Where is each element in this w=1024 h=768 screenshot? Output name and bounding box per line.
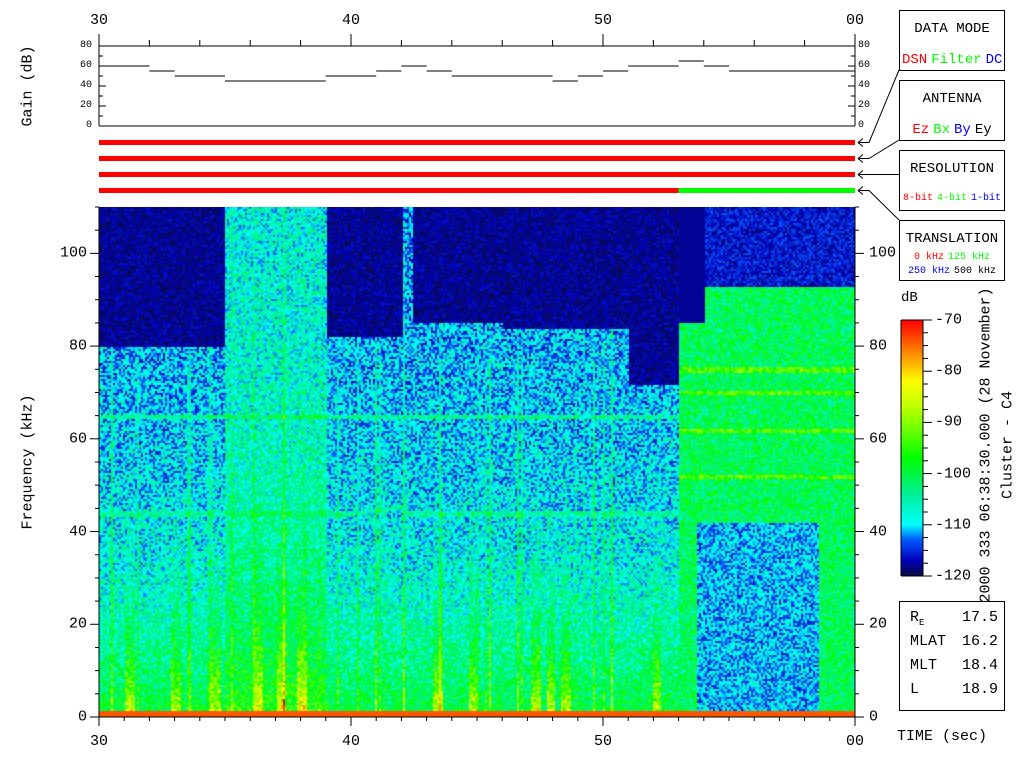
gain-axis-label: Gain (dB) [19, 45, 37, 127]
resolution-bar [678, 188, 855, 193]
translation-bar [99, 172, 855, 177]
orbit-row: MLT 18.4 [910, 657, 998, 674]
spacecraft-label: Cluster - C4 [999, 390, 1017, 500]
translation-title: TRANSLATION [905, 231, 999, 247]
colorbar-tick-label: -70 [935, 311, 963, 329]
arrow-icon [857, 190, 864, 195]
freq-tick-label-right: 60 [869, 430, 888, 448]
orbit-row: RE 17.5 [910, 609, 998, 628]
resolution-legend-item: 1-bit [971, 193, 1002, 204]
freq-tick-label: 60 [68, 430, 87, 448]
arrow-icon [857, 158, 864, 163]
resolution-title: RESOLUTION [909, 161, 994, 177]
resolution-legend-item: 4-bit [936, 193, 967, 204]
orbit-label: MLT [910, 657, 938, 674]
colorbar [901, 320, 923, 576]
freq-tick-label-right: 80 [869, 337, 888, 355]
gain-y-tick-label: 80 [79, 40, 92, 51]
orbit-value: 16.2 [961, 633, 998, 650]
arrow-icon [857, 138, 864, 143]
orbit-label: MLAT [910, 633, 947, 650]
antenna-legend-item: By [954, 122, 971, 138]
colorbar-tick-label: -100 [935, 465, 972, 483]
gain-y-tick-label: 60 [79, 60, 92, 71]
resolution-bar [99, 188, 679, 193]
antenna-legend-item: Bx [933, 122, 950, 138]
gain-y-tick-label: 40 [79, 80, 92, 91]
gain-y-tick-label: 20 [79, 100, 92, 111]
antenna-legend-item: Ey [974, 122, 992, 138]
orbit-label: R [910, 609, 920, 626]
connector-antenna [868, 139, 900, 159]
freq-tick-label-right: 100 [869, 244, 897, 262]
antenna-legend-item: Ez [912, 122, 930, 138]
connector-translation [868, 190, 900, 221]
time-tick-label: 30 [89, 733, 109, 750]
timestamp-label: 2000 333 06:38:30.000 (28 November) [977, 287, 995, 603]
colorbar-tick-label: -120 [935, 567, 972, 585]
translation-legend-item: 250 kHz [907, 266, 950, 277]
orbit-value: 18.9 [961, 681, 998, 698]
orbit-value: 17.5 [961, 609, 998, 626]
antenna-bar [99, 156, 855, 161]
freq-tick-label: 100 [59, 244, 87, 262]
gain-y-tick-label: 0 [85, 120, 92, 131]
data_mode-legend-item: Filter [931, 52, 982, 68]
freq-tick-label: 20 [68, 615, 87, 633]
gain-y-tick-label-right: 0 [858, 120, 865, 131]
orbit-info-panel: RE 17.5 MLAT 16.2 MLT 18.4 L 18.9 [899, 601, 1005, 711]
gain-y-tick-label-right: 40 [858, 80, 871, 91]
time-tick-label: 00 [845, 733, 865, 750]
gain-y-tick-label-right: 80 [858, 40, 871, 51]
freq-tick-label: 40 [68, 523, 87, 541]
colorbar-tick-label: -90 [935, 413, 963, 431]
data-mode-legend: DATA MODE DSN Filter DC [899, 10, 1005, 71]
colorbar-tick-label: -80 [935, 362, 963, 380]
arrow-icon [857, 186, 864, 191]
translation-legend-item: 0 kHz [913, 252, 944, 263]
arrow-icon [857, 174, 864, 179]
data-mode-title: DATA MODE [914, 21, 990, 37]
freq-tick-label: 0 [77, 708, 87, 726]
colorbar-tick-label: -110 [935, 516, 972, 534]
spectrogram-heatmap [99, 207, 855, 717]
antenna-title: ANTENNA [922, 91, 982, 107]
orbit-value: 18.4 [961, 657, 998, 674]
freq-tick-label-right: 0 [869, 708, 879, 726]
top-time-tick-label: 50 [593, 12, 613, 29]
time-tick-label: 50 [593, 733, 613, 750]
arrow-icon [857, 142, 864, 147]
top-time-tick-label: 30 [89, 12, 109, 29]
orbit-row: L 18.9 [910, 681, 998, 698]
resolution-legend: RESOLUTION 8-bit 4-bit 1-bit [899, 150, 1005, 211]
resolution-legend-item: 8-bit [902, 193, 933, 204]
orbit-label-subscript: E [919, 618, 925, 628]
orbit-row: MLAT 16.2 [910, 633, 998, 650]
data_mode-legend-item: DC [985, 52, 1003, 68]
translation-legend: TRANSLATION 0 kHz 125 kHz 250 kHz 500 kHz [899, 220, 1005, 281]
orbit-label: L [910, 681, 920, 698]
frequency-axis-label: Frequency (kHz) [19, 394, 37, 530]
top-time-tick-label: 40 [341, 12, 361, 29]
arrow-icon [857, 170, 864, 175]
colorbar-unit: dB [901, 290, 918, 306]
translation-legend-item: 125 kHz [948, 252, 991, 263]
top-time-tick-label: 00 [845, 12, 865, 29]
gain-y-tick-label-right: 20 [858, 100, 871, 111]
data_mode-legend-item: DSN [902, 52, 928, 68]
time-axis-label: TIME (sec) [897, 728, 988, 745]
gain-y-tick-label-right: 60 [858, 60, 871, 71]
freq-tick-label-right: 40 [869, 523, 888, 541]
arrow-icon [857, 154, 864, 159]
time-tick-label: 40 [341, 733, 361, 750]
freq-tick-label: 80 [68, 337, 87, 355]
antenna-legend: ANTENNA Ez Bx By Ey [899, 80, 1005, 141]
connector-data-mode [868, 69, 900, 143]
freq-tick-label-right: 20 [869, 615, 888, 633]
data-mode-bar [99, 140, 855, 145]
translation-legend-item: 500 kHz [954, 266, 997, 277]
